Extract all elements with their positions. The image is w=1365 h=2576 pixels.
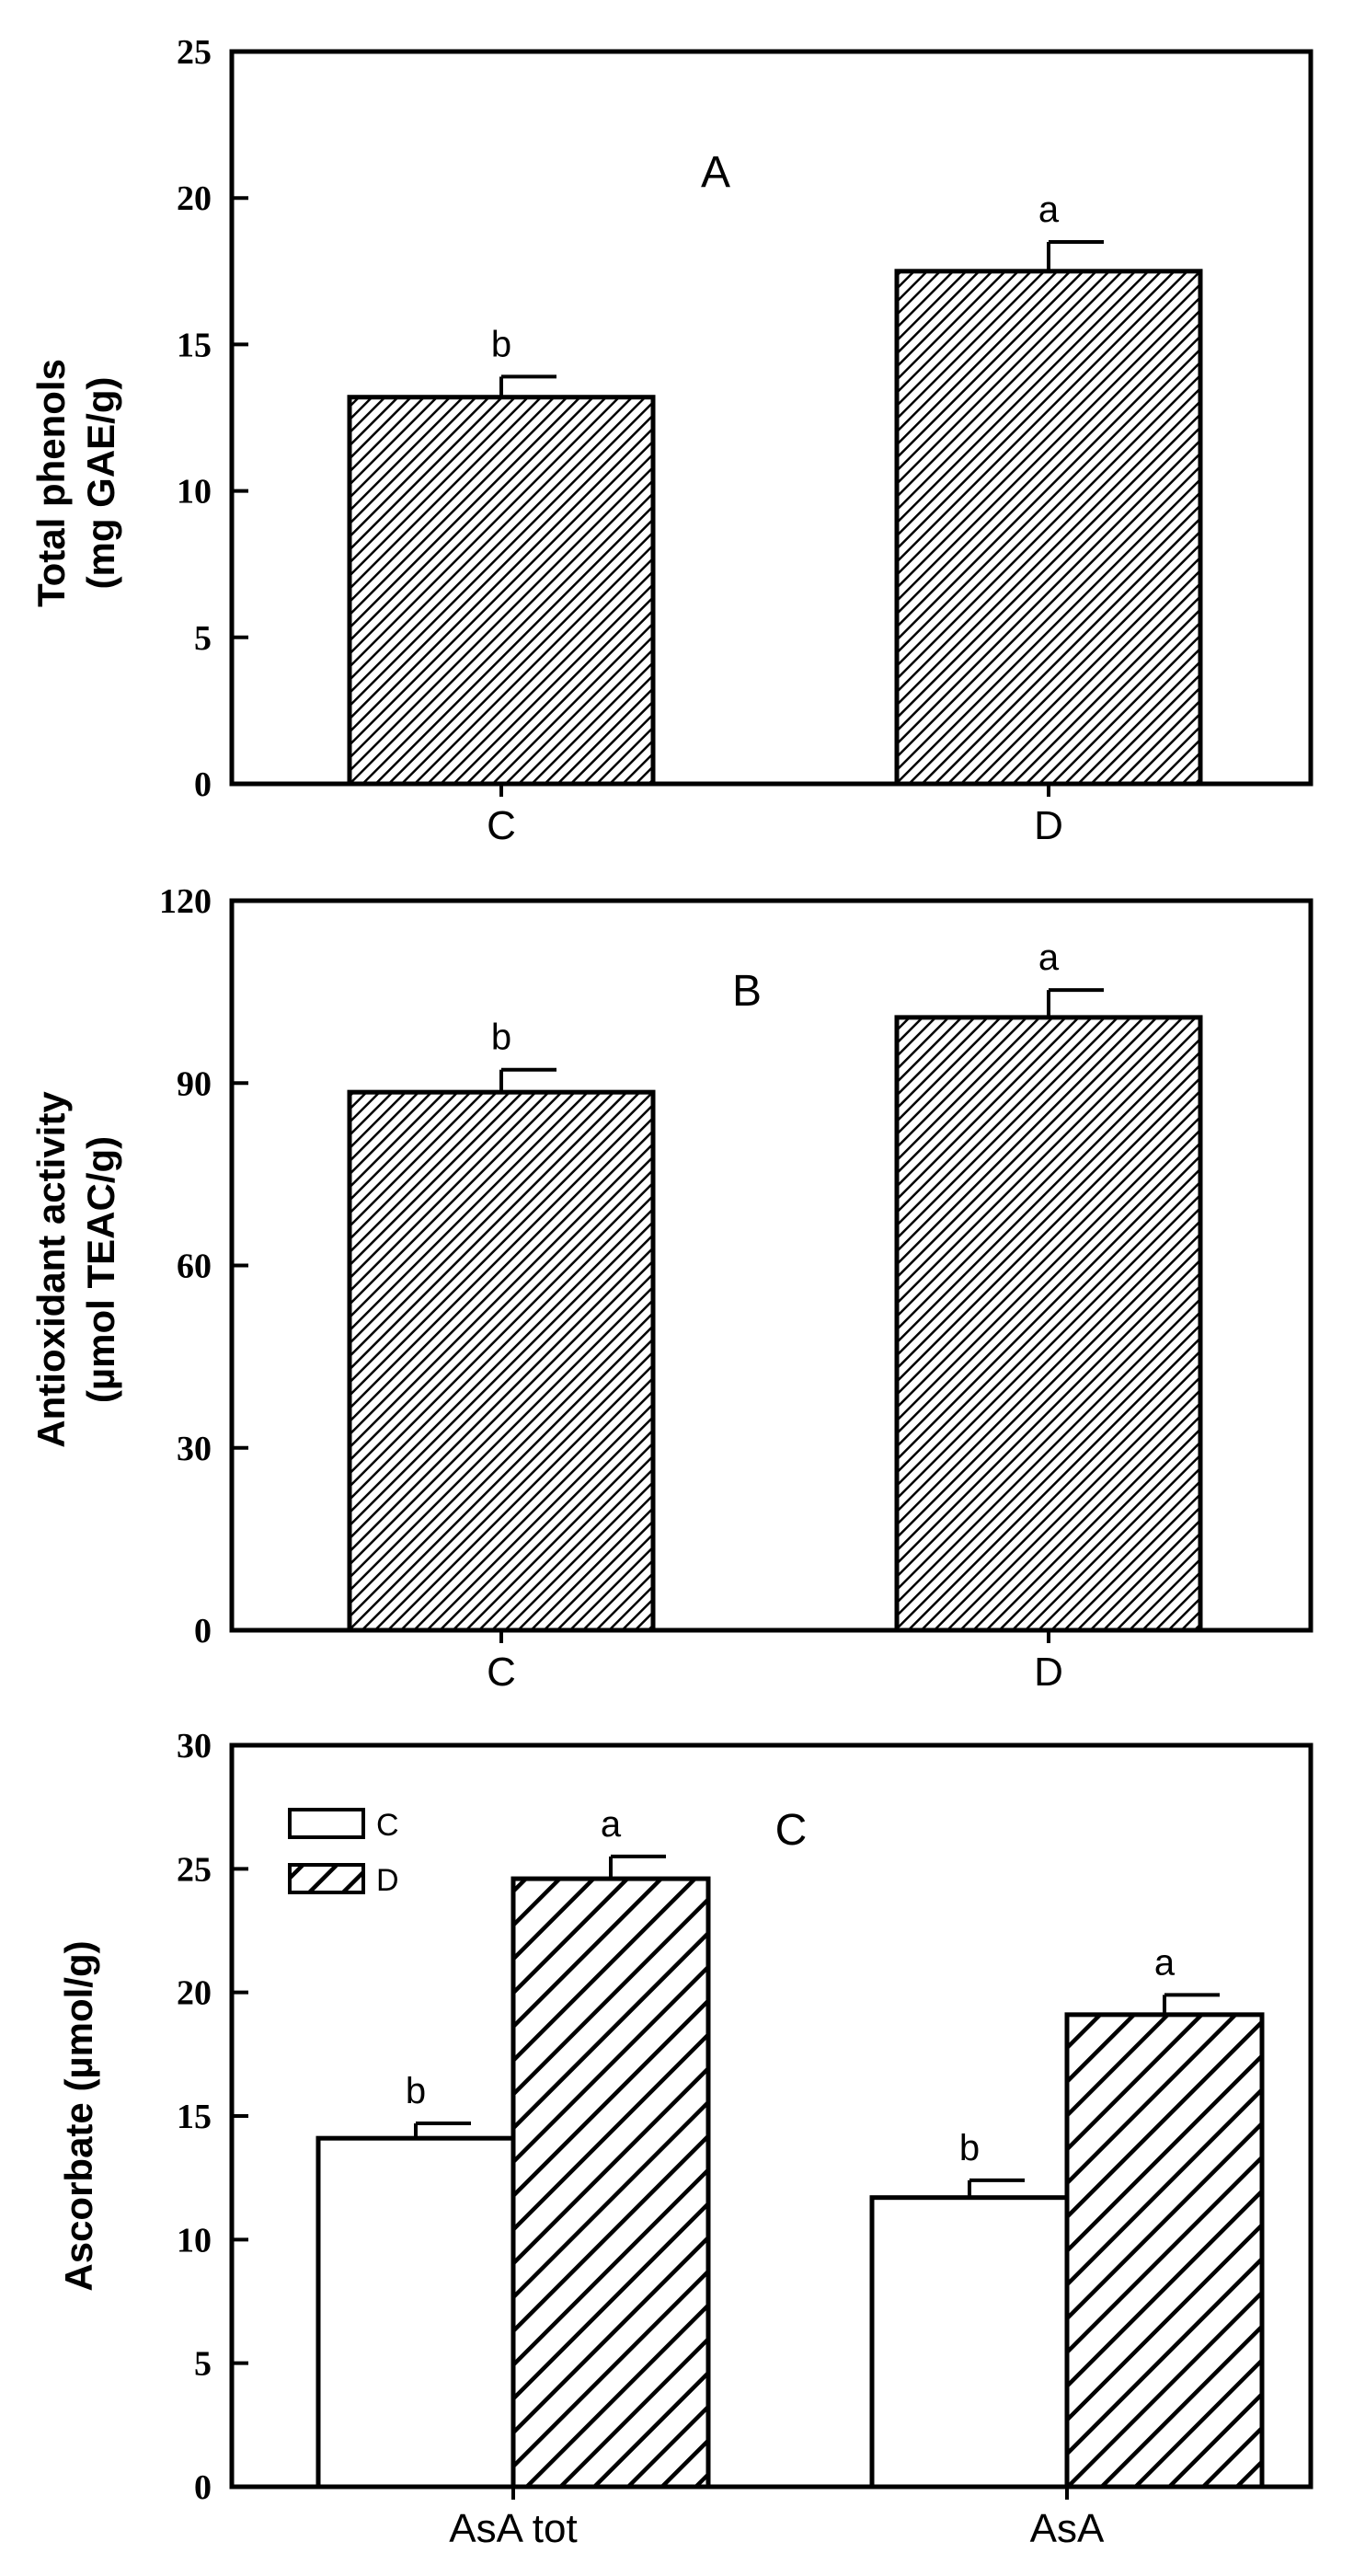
x-category-label: D xyxy=(1034,1650,1063,1695)
y-tick-label: 25 xyxy=(177,1850,212,1889)
y-tick-label: 0 xyxy=(194,1612,212,1650)
y-tick-label: 25 xyxy=(177,33,212,72)
significance-label: a xyxy=(1154,1942,1176,1983)
y-tick-label: 10 xyxy=(177,473,212,512)
x-category-label: AsA tot xyxy=(449,2506,577,2551)
y-tick-label: 20 xyxy=(177,179,212,218)
significance-label: b xyxy=(491,1018,511,1058)
y-tick-label: 30 xyxy=(177,1430,212,1468)
x-category-label: C xyxy=(487,1650,516,1695)
bar-asa-d xyxy=(1064,2012,1265,2490)
x-category-label: D xyxy=(1034,803,1063,848)
y-tick-label: 0 xyxy=(194,765,212,804)
bar-asa-tot-c xyxy=(315,2135,516,2490)
panel-c: b b a a 0 5 10 15 20 25 30 AsA tot AsA C Ascorbate (µm… xyxy=(57,1727,1313,2551)
bar-c xyxy=(347,1089,656,1633)
panel-letter: C xyxy=(775,1806,808,1855)
legend-label-c: C xyxy=(376,1808,399,1843)
y-tick-label: 0 xyxy=(194,2468,212,2507)
y-axis-label-line: Total phenols xyxy=(29,359,73,607)
y-tick-label: 20 xyxy=(177,1974,212,2013)
bar-d xyxy=(894,269,1203,787)
y-tick-label: 10 xyxy=(177,2221,212,2260)
panel-letter: B xyxy=(732,967,762,1016)
y-tick-label: 30 xyxy=(177,1727,212,1765)
y-tick-label: 15 xyxy=(177,326,212,364)
y-tick-label: 90 xyxy=(177,1064,212,1103)
y-axis-label-line: Ascorbate (µmol/g) xyxy=(57,1940,100,2291)
significance-label: a xyxy=(601,1804,622,1845)
y-axis-label-line: (µmol TEAC/g) xyxy=(79,1136,122,1403)
legend-swatch-d xyxy=(288,1863,365,1894)
significance-label: b xyxy=(491,324,511,364)
significance-label: b xyxy=(406,2071,426,2111)
significance-label: a xyxy=(1038,190,1060,230)
y-tick-label: 5 xyxy=(194,2345,212,2384)
significance-label: b xyxy=(959,2128,980,2168)
y-tick-label: 5 xyxy=(194,619,212,658)
y-tick-label: 15 xyxy=(177,2098,212,2136)
plot-frame xyxy=(229,49,1313,787)
y-axis-label: Ascorbate (µmol/g) xyxy=(57,1940,100,2291)
bar-d xyxy=(894,1015,1203,1633)
bar-c xyxy=(347,395,656,787)
legend-label-d: D xyxy=(376,1863,399,1898)
significance-label: a xyxy=(1038,937,1060,978)
legend-swatch-c xyxy=(288,1808,365,1839)
y-axis-label-line: (mg GAE/g) xyxy=(79,377,122,590)
panel-a: b a 0 5 10 15 20 25 C D A Total phenols (mg GAE/g) xyxy=(29,33,1313,848)
y-tick-label: 120 xyxy=(159,882,212,921)
panel-b: b a 0 30 60 90 120 C D B Antioxidant activity (µmol… xyxy=(29,882,1313,1695)
panel-letter: A xyxy=(701,148,730,197)
bar-asa-c xyxy=(869,2195,1070,2490)
x-category-label: C xyxy=(487,803,516,848)
y-axis-label: Antioxidant activity (µmol TEAC/g) xyxy=(29,1091,122,1448)
x-category-label: AsA xyxy=(1030,2506,1105,2551)
y-axis-label-line: Antioxidant activity xyxy=(29,1091,73,1448)
y-axis-label: Total phenols (mg GAE/g) xyxy=(29,359,122,607)
y-tick-label: 60 xyxy=(177,1248,212,1286)
bar-asa-tot-d xyxy=(510,1876,711,2490)
